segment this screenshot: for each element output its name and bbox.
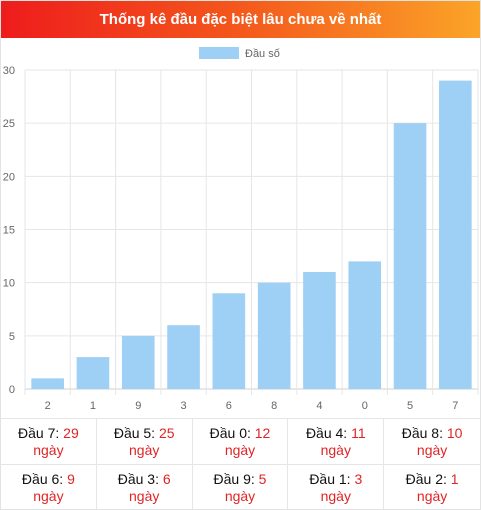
stat-value: 10: [446, 425, 463, 441]
x-tick-label: 3: [180, 400, 186, 412]
bar: [121, 335, 155, 389]
stat-value: 11: [351, 425, 366, 441]
stat-value: 25: [158, 425, 175, 441]
stat-label: Đầu 8:: [401, 425, 447, 441]
stat-unit: ngày: [224, 488, 256, 504]
stat-unit: ngày: [320, 488, 351, 504]
stat-label: Đầu 0:: [209, 425, 255, 441]
stat-cell: Đầu 9: 5 ngày: [192, 464, 289, 510]
stat-value: 29: [63, 425, 79, 441]
stat-label: Đầu 1:: [309, 471, 355, 487]
y-tick-label: 25: [3, 118, 15, 130]
stat-value: 12: [254, 425, 271, 441]
legend-swatch: [199, 47, 239, 59]
stat-cell: Đầu 4: 11 ngày: [288, 418, 385, 464]
stat-value: 6: [162, 471, 171, 487]
y-tick-label: 0: [9, 384, 15, 396]
y-tick-label: 5: [9, 331, 15, 343]
stat-cell: Đầu 5: 25 ngày: [96, 418, 193, 464]
stat-value: 1: [450, 471, 459, 487]
y-tick-label: 10: [3, 278, 15, 290]
x-tick-label: 6: [226, 400, 232, 412]
stat-unit: ngày: [129, 442, 160, 458]
stat-label: Đầu 9:: [213, 471, 259, 487]
stat-unit: ngày: [320, 442, 351, 458]
stat-label: Đầu 6:: [21, 471, 68, 487]
stat-cell: Đầu 3: 6 ngày: [96, 464, 193, 510]
bar: [303, 272, 336, 389]
bar: [439, 80, 472, 389]
x-tick-label: 7: [452, 400, 458, 412]
bar: [76, 357, 110, 389]
stat-unit: ngày: [33, 488, 64, 504]
bar: [348, 261, 382, 389]
bar: [257, 282, 291, 389]
bar-chart: Đầu số 0 5 10 15 20 25 30 2 1 9 3 6 8 4 0 5 7: [3, 47, 479, 412]
stat-cell: Đầu 2: 1 ngày: [384, 464, 480, 510]
stat-cell: Đầu 1: 3 ngày: [288, 464, 385, 510]
panel-header: Thống kê đầu đặc biệt lâu chưa về nhất: [1, 1, 480, 38]
stat-label: Đầu 5:: [113, 425, 159, 441]
stat-value: 5: [258, 471, 267, 487]
stat-label: Đầu 3:: [117, 471, 163, 487]
x-tick-label: 5: [407, 400, 413, 412]
stat-unit: ngày: [416, 442, 448, 458]
stat-value: 3: [354, 471, 363, 487]
stats-grid: Đầu 7: 29 ngày Đầu 5: 25 ngày Đầu 0: 12 ngày Đ…: [1, 418, 480, 510]
stat-cell: Đầu 6: 9 ngày: [1, 464, 97, 510]
x-tick-label: 9: [135, 400, 141, 412]
y-tick-label: 15: [3, 225, 15, 237]
x-tick-label: 1: [90, 400, 96, 412]
y-tick-label: 30: [3, 65, 15, 77]
bar: [167, 325, 200, 389]
bar: [31, 378, 64, 389]
stat-cell: Đầu 8: 10 ngày: [384, 418, 480, 464]
stat-unit: ngày: [33, 442, 64, 458]
legend-label: Đầu số: [245, 48, 280, 60]
x-tick-label: 4: [316, 400, 322, 412]
stat-label: Đầu 4:: [305, 425, 352, 441]
y-tick-label: 20: [3, 171, 15, 183]
stat-cell: Đầu 7: 29 ngày: [1, 418, 97, 464]
bar: [393, 123, 427, 390]
stat-label: Đầu 2:: [405, 471, 451, 487]
x-tick-label: 8: [271, 400, 277, 412]
x-tick-label: 0: [362, 400, 368, 412]
stat-unit: ngày: [224, 442, 256, 458]
stat-cell: Đầu 0: 12 ngày: [192, 418, 289, 464]
stat-value: 9: [67, 471, 75, 487]
chart-area: Đầu số 0 5 10 15 20 25 30 2 1 9 3 6 8 4 0 5 7: [1, 38, 480, 418]
stat-label: Đầu 7:: [18, 425, 64, 441]
panel-title: Thống kê đầu đặc biệt lâu chưa về nhất: [99, 11, 382, 28]
stat-unit: ngày: [416, 488, 448, 504]
x-tick-label: 2: [45, 400, 51, 412]
bar: [212, 293, 246, 389]
stat-unit: ngày: [129, 488, 160, 504]
